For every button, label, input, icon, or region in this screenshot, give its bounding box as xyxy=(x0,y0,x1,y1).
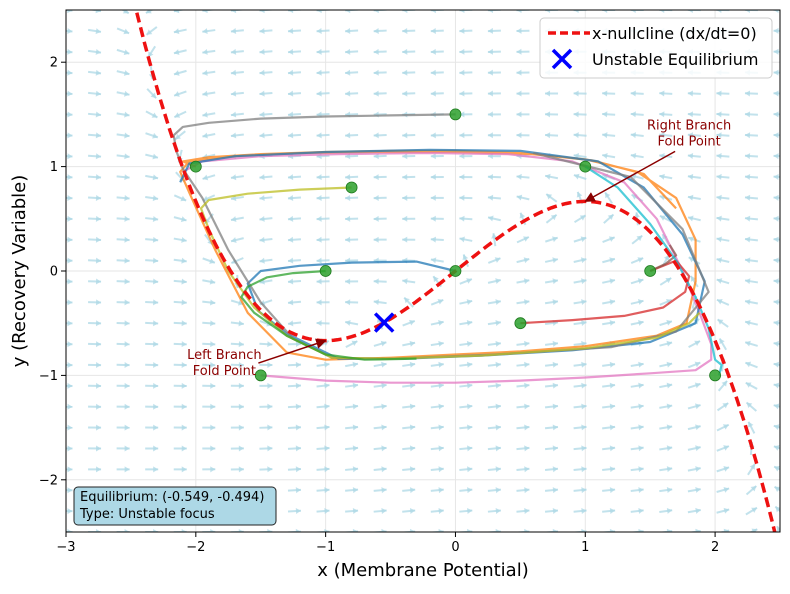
initial-point xyxy=(190,161,201,172)
annotation-text: Fold Point xyxy=(193,364,256,379)
info-box-equilibrium-line: Equilibrium: (-0.549, -0.494) xyxy=(80,490,264,505)
initial-point xyxy=(515,318,526,329)
y-tick-label: −1 xyxy=(39,369,58,384)
initial-point xyxy=(450,109,461,120)
initial-point xyxy=(580,161,591,172)
x-tick-label: 2 xyxy=(711,540,719,555)
legend: x-nullcline (dx/dt=0) Unstable Equilibri… xyxy=(540,18,772,78)
legend-nullcline-label: x-nullcline (dx/dt=0) xyxy=(592,24,757,43)
initial-point xyxy=(346,182,357,193)
x-axis-label: x (Membrane Potential) xyxy=(317,560,528,581)
y-axis-label: y (Recovery Variable) xyxy=(9,175,30,367)
initial-point xyxy=(645,266,656,277)
initial-point xyxy=(710,370,721,381)
x-tick-label: 1 xyxy=(581,540,589,555)
legend-equilibrium-label: Unstable Equilibrium xyxy=(592,50,758,69)
annotation-text: Right Branch xyxy=(647,118,731,133)
x-tick-label: −3 xyxy=(56,540,75,555)
y-tick-label: 2 xyxy=(50,56,58,71)
annotation-text: Left Branch xyxy=(187,348,261,363)
initial-point xyxy=(320,266,331,277)
x-tick-label: −1 xyxy=(316,540,335,555)
x-tick-label: −2 xyxy=(186,540,205,555)
annotation-text: Fold Point xyxy=(658,134,721,149)
y-tick-label: 1 xyxy=(50,160,58,175)
y-tick-label: −2 xyxy=(39,473,58,488)
y-tick-label: 0 xyxy=(50,265,58,280)
equilibrium-info-box: Equilibrium: (-0.549, -0.494) Type: Unst… xyxy=(74,487,276,525)
info-box-type-line: Type: Unstable focus xyxy=(79,507,215,522)
initial-point xyxy=(450,266,461,277)
initial-point xyxy=(255,370,266,381)
x-tick-label: 0 xyxy=(451,540,459,555)
